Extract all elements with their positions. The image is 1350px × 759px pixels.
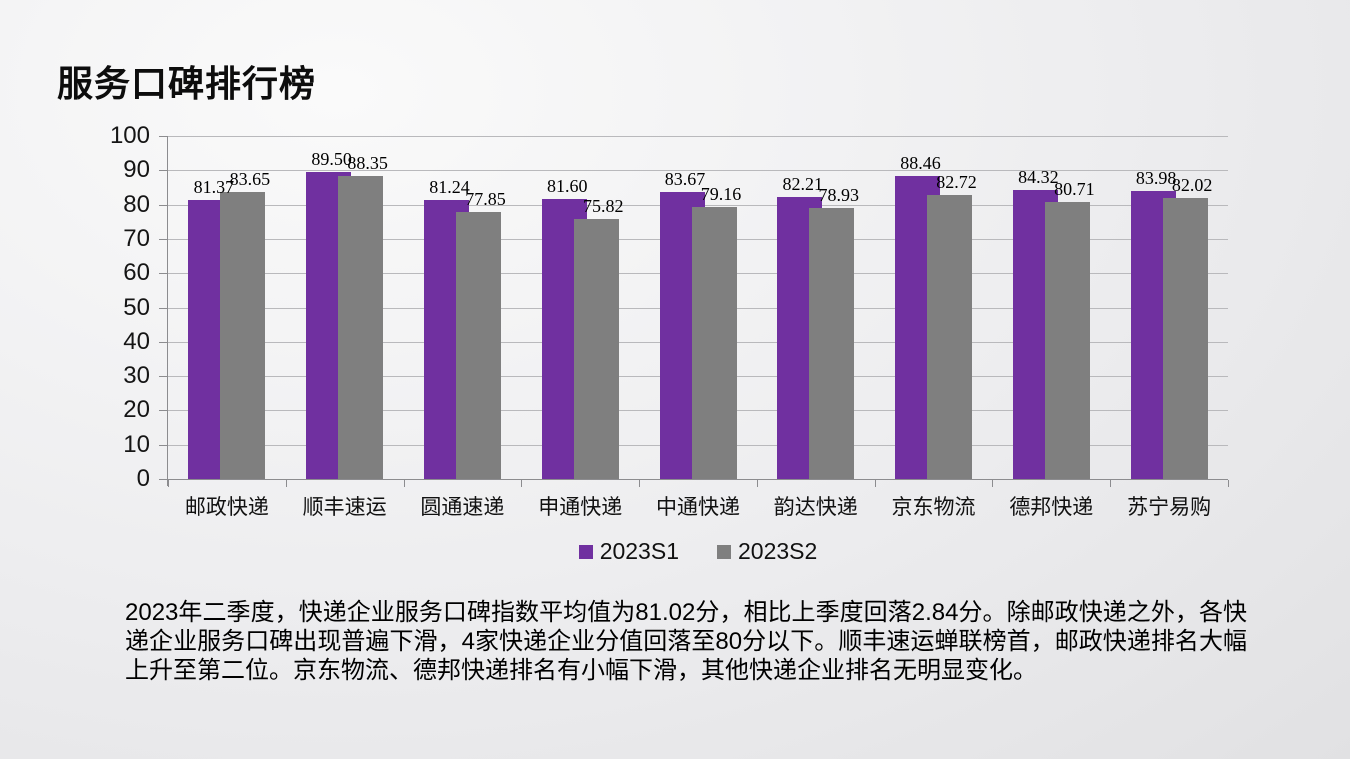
bar-2023S2 <box>927 195 973 479</box>
y-axis-tick-label: 90 <box>123 156 150 184</box>
x-axis-tick <box>285 480 287 487</box>
y-axis-tick-label: 70 <box>123 224 150 252</box>
category-label: 苏宁易购 <box>1127 496 1212 519</box>
y-axis-tick <box>159 170 167 172</box>
legend-item-2023S2: 2023S2 <box>717 538 817 565</box>
bar-value-label: 77.85 <box>465 188 506 209</box>
x-axis-tick <box>403 480 405 487</box>
x-axis-tick <box>874 480 876 487</box>
plot-area: 0 10 20 30 40 50 60 70 80 90 100 81.37 83.65 邮政快递 89.5… <box>110 124 1229 519</box>
bar-2023S2 <box>691 207 737 479</box>
bar-2023S2 <box>338 175 384 479</box>
y-axis-tick <box>159 444 167 446</box>
bar-value-label: 82.21 <box>782 174 824 195</box>
bar-chart: 0 10 20 30 40 50 60 70 80 90 100 81.37 83.65 邮政快递 89.5… <box>110 124 1229 565</box>
summary-text: 2023年二季度，快递企业服务口碑指数平均值为81.02分，相比上季度回落2.8… <box>125 599 1247 684</box>
bar-value-label: 81.60 <box>546 176 588 197</box>
category-label: 韵达快递 <box>773 496 858 519</box>
y-axis-tick-label: 100 <box>109 122 150 149</box>
gridline <box>168 136 1228 137</box>
bar-2023S2 <box>1044 202 1090 479</box>
bar-value-label: 89.50 <box>311 149 352 169</box>
bar-value-label: 83.98 <box>1135 167 1177 188</box>
y-axis-line <box>167 136 168 486</box>
y-axis-tick <box>159 307 167 309</box>
y-axis-tick <box>159 410 167 412</box>
bar-value-label: 81.37 <box>193 176 235 197</box>
page-title: 服务口碑排行榜 <box>57 63 317 104</box>
y-axis-tick <box>159 376 167 378</box>
legend-swatch-icon <box>578 544 593 559</box>
y-axis-tick <box>159 204 167 206</box>
y-axis-tick-label: 10 <box>123 430 150 458</box>
y-axis-tick-label: 30 <box>123 362 150 390</box>
category-label: 京东物流 <box>891 496 976 519</box>
y-axis-tick-label: 40 <box>123 327 150 355</box>
legend-label: 2023S1 <box>599 538 679 564</box>
y-axis-tick <box>159 238 167 240</box>
bar-value-label: 78.93 <box>818 185 860 206</box>
x-axis-tick <box>521 480 523 487</box>
category-label: 邮政快递 <box>184 496 269 519</box>
category-label: 中通快递 <box>655 496 740 519</box>
bar-2023S2 <box>220 192 266 479</box>
y-axis-tick-label: 0 <box>136 465 150 492</box>
legend-label: 2023S2 <box>738 538 818 564</box>
category-label: 顺丰速运 <box>302 496 387 519</box>
x-axis-line <box>159 479 1228 480</box>
x-axis-tick <box>1110 480 1112 487</box>
bar-value-label: 88.35 <box>347 152 388 173</box>
legend-item-2023S1: 2023S1 <box>578 538 679 565</box>
y-axis-tick-label: 50 <box>123 293 150 321</box>
category-label: 德邦快递 <box>1009 496 1094 519</box>
x-axis-tick <box>168 480 169 487</box>
bar-2023S2 <box>573 218 619 479</box>
bar-2023S2 <box>1162 197 1208 479</box>
y-axis-tick <box>159 341 167 343</box>
bar-value-label: 88.46 <box>900 152 941 173</box>
y-axis-tick-label: 60 <box>123 259 150 287</box>
y-axis-tick-label: 80 <box>123 190 150 218</box>
bar-value-label: 75.82 <box>582 195 624 216</box>
x-axis-tick <box>1228 480 1229 487</box>
bar-value-label: 82.02 <box>1171 174 1213 195</box>
x-axis-tick <box>756 480 758 487</box>
y-axis-tick <box>159 273 167 275</box>
legend-swatch-icon <box>717 544 731 559</box>
category-label: 申通快递 <box>538 496 623 519</box>
x-axis-tick <box>639 480 641 487</box>
gridline <box>168 170 1228 172</box>
bar-value-label: 83.65 <box>229 169 271 190</box>
chart-legend: 2023S1 2023S2 <box>168 538 1228 565</box>
bar-2023S2 <box>809 208 855 479</box>
bar-value-label: 82.72 <box>936 172 977 193</box>
bar-2023S2 <box>455 211 501 479</box>
bar-value-label: 84.32 <box>1018 166 1059 187</box>
y-axis-tick <box>159 136 167 137</box>
bar-value-label: 79.16 <box>700 184 742 205</box>
bar-value-label: 80.71 <box>1054 179 1095 200</box>
bar-value-label: 81.24 <box>429 177 470 198</box>
category-label: 圆通速递 <box>420 496 505 519</box>
y-axis-tick <box>159 479 167 480</box>
bar-value-label: 83.67 <box>664 169 706 189</box>
x-axis-tick <box>992 480 994 487</box>
y-axis-tick-label: 20 <box>123 396 150 424</box>
